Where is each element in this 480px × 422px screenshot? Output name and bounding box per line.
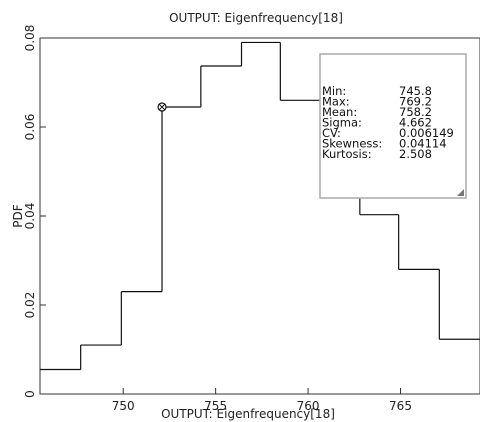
stat-label: Kurtosis: <box>322 147 372 161</box>
stat-value: 4.662 <box>399 116 432 130</box>
y-axis-label: PDF <box>11 204 25 227</box>
x-tick-label: 765 <box>389 399 412 413</box>
stat-label: Mean: <box>322 105 357 119</box>
stat-value: 769.2 <box>399 95 432 109</box>
stat-value: 2.508 <box>399 147 432 161</box>
stat-label: Min: <box>322 84 346 98</box>
stat-label: Sigma: <box>322 116 362 130</box>
selection-marker-cross <box>159 104 165 110</box>
resize-handle-icon[interactable] <box>457 189 464 196</box>
chart-title: OUTPUT: Eigenfrequency[18] <box>169 11 343 25</box>
stat-label: Skewness: <box>322 137 382 151</box>
stats-box[interactable]: Min: 745.8 Max: 769.2 Mean: 758.2 Sigma: 4.662 C… <box>319 53 467 199</box>
axis-ticks: 750 755 760 765 0 0.02 0.04 0.06 0.08 <box>23 25 412 413</box>
x-tick-label: 750 <box>112 399 135 413</box>
y-tick-label: 0 <box>23 390 37 398</box>
x-axis-label: OUTPUT: Eigenfrequency[18] <box>161 407 335 421</box>
stat-label: Max: <box>322 95 350 109</box>
stat-value: 0.006149 <box>399 126 454 140</box>
stat-value: 758.2 <box>399 105 432 119</box>
y-tick-label: 0.04 <box>23 203 37 230</box>
x-tick-label: 755 <box>204 399 227 413</box>
x-tick-label: 760 <box>297 399 320 413</box>
y-tick-label: 0.06 <box>23 114 37 141</box>
stat-value: 745.8 <box>399 84 432 98</box>
stat-value: 0.04114 <box>399 137 447 151</box>
stat-label: CV: <box>322 126 341 140</box>
marker-layer <box>157 102 167 112</box>
y-tick-label: 0.02 <box>23 292 37 319</box>
stats-box-frame <box>319 53 467 199</box>
y-tick-label: 0.08 <box>23 25 37 52</box>
